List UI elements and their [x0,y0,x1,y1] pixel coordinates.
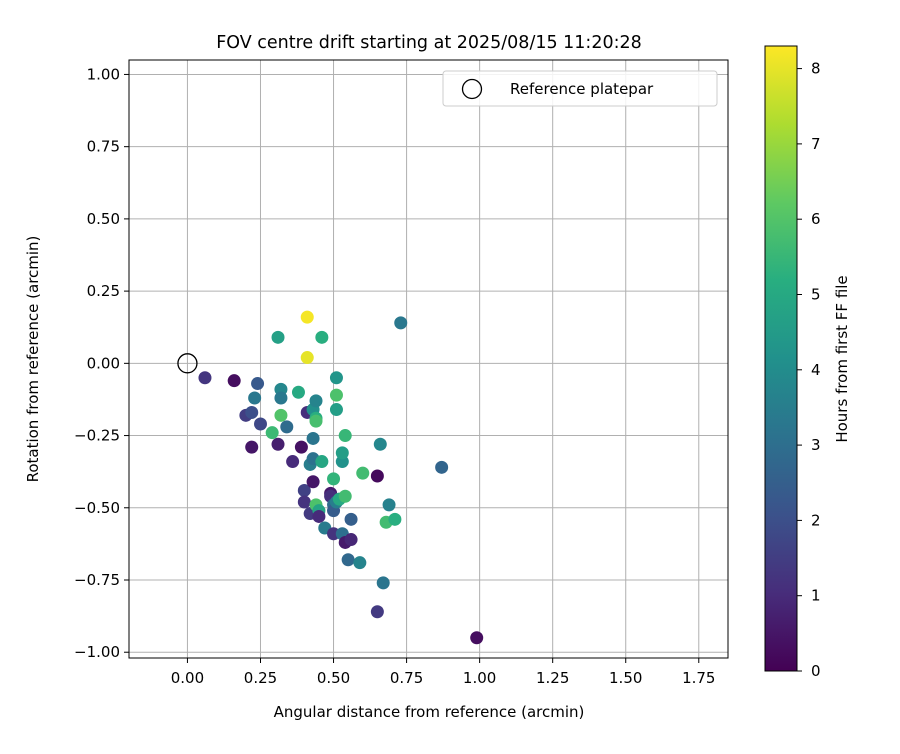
data-point [274,391,288,405]
grid-lines [129,60,728,658]
plot-frame [128,59,729,659]
x-tick-label: 0.25 [244,669,277,687]
data-point [353,556,367,570]
x-tick-label: 0.50 [317,669,350,687]
data-point [370,605,384,619]
x-tick-label: 1.00 [463,669,496,687]
data-point [315,455,329,469]
legend-reference-marker [461,78,483,100]
colorbar-tick-label: 5 [811,285,821,303]
colorbar-tick-label: 1 [811,587,821,605]
data-point [373,437,387,451]
data-point [245,405,259,419]
y-tick-label: 0.50 [87,210,120,228]
legend: Reference platepar [442,70,718,107]
data-point [312,509,326,523]
data-point [198,371,212,385]
data-point [341,553,355,567]
data-point [335,446,349,460]
y-tick-label: −1.00 [74,643,120,661]
y-tick-label: 1.00 [87,65,120,83]
data-point [327,472,341,486]
colorbar: 0 1 2 3 4 5 6 7 8 Hours from first FF file [764,45,851,680]
data-point [300,310,314,324]
data-point [294,440,308,454]
x-tick-label: 0.00 [171,669,204,687]
data-point [306,475,320,489]
x-tick-label: 1.25 [536,669,569,687]
data-point [376,576,390,590]
y-tick-label: 0.75 [87,138,120,156]
colorbar-tick-label: 4 [811,361,821,379]
x-axis-label: Angular distance from reference (arcmin) [274,703,585,721]
colorbar-label: Hours from first FF file [833,275,851,442]
data-point [286,455,300,469]
data-point [297,483,311,497]
data-point [329,388,343,402]
colorbar-tick-label: 3 [811,436,821,454]
y-tick-label: −0.50 [74,499,120,517]
y-tick-label: 0.25 [87,282,120,300]
data-point [338,489,352,503]
y-tick-label: −0.25 [74,427,120,445]
data-point [271,437,285,451]
data-point [245,440,259,454]
colorbar-gradient [764,45,798,672]
legend-box [442,70,718,107]
colorbar-tick-label: 0 [811,662,821,680]
data-point [315,330,329,344]
colorbar-tick-label: 6 [811,210,821,228]
data-point [388,512,402,526]
data-point [370,469,384,483]
x-tick-label: 1.50 [609,669,642,687]
x-tick-label: 1.75 [682,669,715,687]
data-point [274,408,288,422]
data-point [300,351,314,365]
x-tick-label: 0.75 [390,669,423,687]
legend-entry-label: Reference platepar [510,80,654,98]
data-point [265,426,279,440]
y-tick-label: 0.00 [87,354,120,372]
data-point [291,385,305,399]
data-point [338,429,352,443]
data-point [382,498,396,512]
data-point [309,414,323,428]
axis-ticks: 0.00 0.25 0.50 0.75 1.00 1.25 1.50 1.75 1.00 0.75… [74,65,715,687]
data-point [344,533,358,547]
data-point [329,371,343,385]
data-point [435,460,449,474]
data-point [329,403,343,417]
data-points [177,310,484,645]
colorbar-tick-label: 8 [811,60,821,78]
data-point [470,631,484,645]
data-point [227,374,241,388]
data-point [297,495,311,509]
data-point [271,330,285,344]
colorbar-tick-label: 7 [811,135,821,153]
data-point [394,316,408,330]
y-axis-label: Rotation from reference (arcmin) [24,236,42,483]
data-point [253,417,267,431]
data-point [356,466,370,480]
data-point [344,512,358,526]
data-point [251,377,265,391]
data-point [280,420,294,434]
data-point [309,394,323,408]
data-point [248,391,262,405]
chart-title: FOV centre drift starting at 2025/08/15 … [216,33,642,53]
reference-platepar-marker [177,353,198,374]
y-tick-label: −0.75 [74,571,120,589]
colorbar-ticks: 0 1 2 3 4 5 6 7 8 [797,60,821,680]
colorbar-tick-label: 2 [811,511,821,529]
data-point [306,431,320,445]
